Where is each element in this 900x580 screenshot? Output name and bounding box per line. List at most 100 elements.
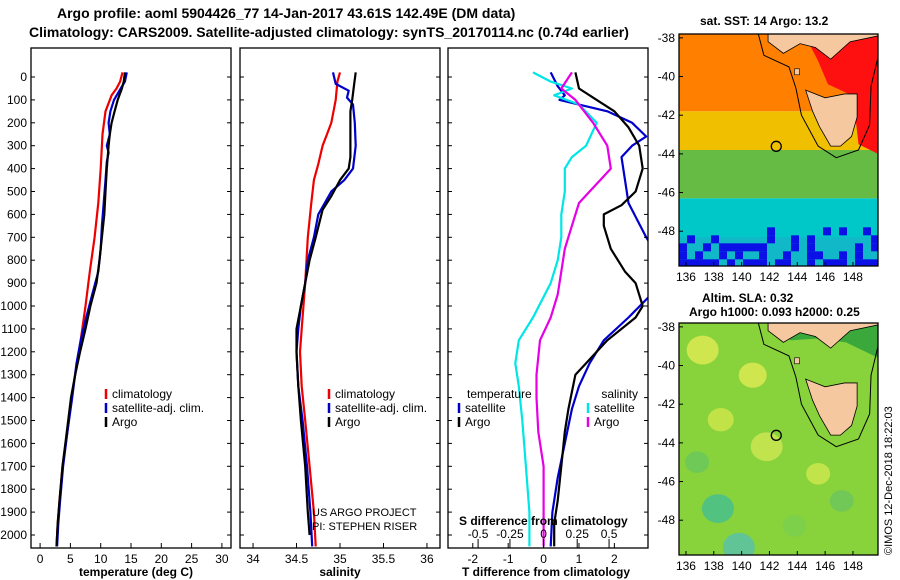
sst-missing-cell: [679, 243, 687, 252]
sla-map-panel: 136 138 140 142 144 146 148 -38 -40 -42 -44 -46 -48: [658, 320, 879, 573]
sst-missing-cell: [839, 251, 847, 260]
legend-title-salinity: salinity: [601, 387, 638, 401]
project-credit: US ARGO PROJECT: [312, 507, 417, 519]
victoria-landmass: [767, 34, 878, 60]
s-x-tick-label: -0.25: [496, 527, 524, 541]
sst-missing-cell: [807, 235, 815, 244]
lat-tick-label: -48: [658, 224, 676, 238]
depth-tick-label: 600: [7, 207, 27, 221]
figure-title-line2: Climatology: CARS2009. Satellite-adjuste…: [29, 24, 629, 40]
depth-tick-label: 1100: [1, 322, 27, 336]
king-island: [794, 357, 800, 365]
depth-contour: [757, 34, 878, 159]
sst-missing-cell: [735, 243, 743, 252]
depth-tick-label: 1300: [0, 368, 27, 382]
sst-missing-cell: [759, 259, 767, 266]
sst-band-3: [679, 198, 878, 237]
sst-missing-cell: [855, 251, 863, 260]
sst-missing-cell: [863, 227, 871, 236]
x-tick-label: 15: [124, 552, 138, 566]
legend-label: satellite-adj. clim.: [112, 401, 204, 415]
depth-tick-label: 300: [7, 139, 27, 153]
lat-tick-label: -46: [658, 475, 676, 489]
lon-tick-label: 138: [704, 270, 724, 284]
sla-eddy-3: [750, 432, 783, 462]
map-frame: [678, 322, 879, 556]
sst-missing-cell: [775, 259, 783, 266]
difference-axis-label: T difference from climatology: [462, 565, 630, 579]
lat-tick-label: -48: [658, 513, 676, 527]
lat-tick-label: -44: [658, 436, 676, 450]
panel-frame: [447, 47, 649, 549]
lon-tick-label: 142: [759, 270, 779, 284]
series-line-0: [549, 71, 648, 243]
salinity-difference-label: S difference from climatology: [459, 514, 628, 528]
x-tick-label: 30: [215, 552, 229, 566]
sst-missing-cell: [719, 251, 727, 260]
series-group: [295, 72, 357, 547]
sst-missing-cell: [767, 227, 775, 236]
lon-tick-label: 138: [704, 559, 724, 573]
sst-warm-region: [804, 34, 878, 154]
tasmania-landmass: [804, 378, 858, 436]
depth-tick-label: 900: [7, 276, 27, 290]
sst-missing-cell: [735, 251, 743, 260]
sst-missing-cell: [743, 243, 751, 252]
temperature-axis-label: temperature (deg C): [79, 565, 193, 579]
lat-tick-label: -40: [658, 359, 676, 373]
lat-tick-label: -40: [658, 70, 676, 84]
lat-tick-label: -38: [658, 320, 676, 334]
sst-missing-cell: [711, 259, 719, 266]
legend-label: satellite: [465, 401, 506, 415]
lon-tick-label: 146: [815, 270, 835, 284]
victoria-landmass: [767, 323, 878, 349]
depth-tick-label: 400: [7, 162, 27, 176]
temperature-panel: 0100200300400500600700800900100011001200…: [0, 47, 232, 566]
depth-tick-label: 800: [7, 253, 27, 267]
plot-area: [240, 48, 440, 548]
s-x-tick-label: -0.5: [468, 527, 489, 541]
x-tick-label: 34.5: [285, 552, 309, 566]
s-x-tick-label: 0.25: [566, 527, 590, 541]
sst-missing-cell: [871, 243, 878, 252]
s-x-tick-label: 0: [540, 527, 547, 541]
series-group: [514, 71, 648, 547]
sst-missing-cell: [871, 235, 878, 244]
legend-label: climatology: [112, 387, 172, 401]
sst-band-2: [679, 150, 878, 199]
x-tick-label: 34: [246, 552, 260, 566]
tasmania-landmass: [804, 89, 858, 147]
sla-map-title-line2: Argo h1000: 0.093 h2000: 0.25: [689, 305, 860, 319]
depth-tick-label: 1900: [0, 505, 27, 519]
sla-eddy-7: [685, 451, 710, 474]
lat-tick-label: -42: [658, 108, 676, 122]
s-x-tick-label: 0.5: [601, 527, 618, 541]
depth-tick-label: 100: [7, 93, 27, 107]
depth-tick-label: 200: [7, 116, 27, 130]
sst-missing-cell: [807, 259, 815, 266]
legend-label: satellite-adj. clim.: [335, 401, 427, 415]
sst-missing-cell: [783, 251, 791, 260]
sst-missing-cell: [679, 251, 687, 260]
x-tick-label: -2: [467, 552, 478, 566]
depth-tick-label: 1000: [0, 299, 27, 313]
lon-tick-label: 148: [843, 270, 863, 284]
x-tick-label: 5: [67, 552, 74, 566]
depth-tick-label: 1400: [0, 391, 27, 405]
king-island: [794, 68, 800, 76]
series-group: [55, 72, 128, 547]
profile-location-marker: [770, 429, 782, 441]
sst-missing-cell: [759, 243, 767, 252]
sla-map-title-line1: Altim. SLA: 0.32: [702, 291, 794, 305]
lon-tick-label: 148: [843, 559, 863, 573]
lat-tick-label: -46: [658, 186, 676, 200]
sst-missing-cell: [727, 259, 735, 266]
sla-eddy-8: [829, 490, 854, 512]
lon-tick-label: 140: [732, 270, 752, 284]
depth-tick-label: 1800: [0, 482, 27, 496]
x-tick-label: 0: [37, 552, 44, 566]
depth-tick-label: 1700: [0, 459, 27, 473]
sst-missing-cell: [783, 259, 791, 266]
series-line-1: [549, 296, 648, 547]
sst-missing-cell: [823, 259, 831, 266]
